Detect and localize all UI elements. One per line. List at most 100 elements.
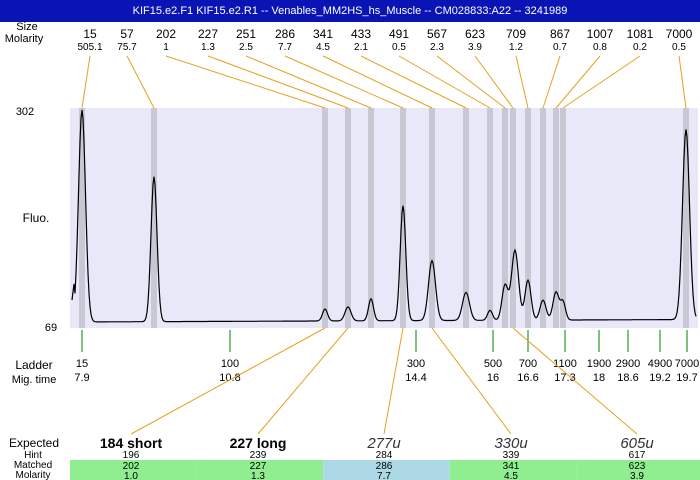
peak-molarity-label: 0.2 — [633, 42, 647, 53]
expected-connector — [512, 327, 638, 435]
ladder-size-label: 1100 — [553, 358, 577, 370]
expected-label: 277u — [366, 435, 401, 452]
peak-connector — [81, 55, 91, 109]
peak-molarity-label: 0.7 — [553, 42, 567, 53]
matched-value: 286 — [376, 461, 393, 472]
peak-molarity-label: 2.3 — [430, 42, 444, 53]
hint-value: 196 — [123, 450, 140, 461]
peak-connector — [207, 55, 349, 109]
peak-size-label: 867 — [550, 27, 570, 41]
peak-band — [151, 108, 157, 328]
peak-molarity-label: 1.2 — [509, 42, 523, 53]
peak-molarity-label: 2.1 — [354, 42, 368, 53]
peak-molarity-label: 505.1 — [77, 42, 102, 53]
ladder-size-label: 100 — [221, 358, 239, 370]
peak-connector — [398, 55, 491, 109]
mig-time-label: 14.4 — [405, 372, 426, 384]
peak-connector — [436, 55, 506, 109]
peak-band — [553, 108, 559, 328]
expected-label: 184 short — [100, 435, 163, 451]
ladder-row-label: Ladder — [15, 358, 52, 372]
peak-size-label: 15 — [83, 27, 97, 41]
expected-label: 605u — [620, 435, 654, 452]
peak-connector — [322, 55, 433, 109]
fluorescence-trace — [71, 109, 697, 323]
fluo-axis-label: Fluo. — [23, 211, 50, 225]
peak-size-label: 227 — [198, 27, 218, 41]
molarity-value: 7.7 — [377, 471, 391, 480]
peak-molarity-label: 75.7 — [117, 42, 137, 53]
peak-size-label: 1007 — [587, 27, 614, 41]
mig-time-label: 16.6 — [517, 372, 538, 384]
peak-connector — [562, 55, 641, 109]
y-tick-label: 69 — [45, 322, 57, 334]
expected-row-label: Expected — [9, 436, 59, 450]
hint-value: 284 — [376, 450, 393, 461]
ladder-size-label: 700 — [519, 358, 537, 370]
mig-time-label: 7.9 — [74, 372, 89, 384]
expected-connector — [431, 327, 512, 435]
peak-size-label: 341 — [313, 27, 333, 41]
peak-molarity-label: 2.5 — [239, 42, 253, 53]
peak-band — [560, 108, 566, 328]
molarity-row-label: Molarity — [5, 33, 44, 45]
peak-connector — [126, 55, 155, 109]
peak-band — [368, 108, 374, 328]
peak-band — [79, 108, 85, 328]
expected-connector — [257, 327, 349, 435]
peak-size-label: 286 — [275, 27, 295, 41]
mig-time-label: 19.2 — [649, 372, 670, 384]
expected-label: 227 long — [230, 435, 287, 451]
mig-time-label: 18 — [593, 372, 605, 384]
peak-band — [322, 108, 328, 328]
matched-cell-bg — [576, 460, 700, 480]
peak-size-label: 491 — [389, 27, 409, 41]
peak-molarity-label: 3.9 — [468, 42, 482, 53]
expected-label: 330u — [494, 435, 528, 452]
peak-molarity-label: 4.5 — [316, 42, 330, 53]
matched-value: 202 — [123, 461, 140, 472]
ladder-size-label: 15 — [76, 358, 88, 370]
matched-value: 341 — [503, 461, 520, 472]
peak-connector — [474, 55, 514, 109]
peak-band — [510, 108, 516, 328]
mig-time-label: 17.3 — [554, 372, 575, 384]
peak-size-label: 251 — [236, 27, 256, 41]
expected-connector — [383, 327, 404, 435]
matched-cell-bg — [196, 460, 324, 480]
peak-size-label: 57 — [120, 27, 134, 41]
peak-band — [463, 108, 469, 328]
peak-size-label: 433 — [351, 27, 371, 41]
ladder-size-label: 7000 — [675, 358, 699, 370]
peak-connector — [678, 55, 687, 109]
peak-molarity-label: 1.3 — [201, 42, 215, 53]
molarity-bottom-row-label: Molarity — [15, 470, 50, 480]
peak-size-label: 709 — [506, 27, 526, 41]
matched-value: 227 — [250, 461, 267, 472]
peak-band — [429, 108, 435, 328]
mig-time-label: 19.7 — [676, 372, 697, 384]
ladder-size-label: 4900 — [648, 358, 672, 370]
peak-band — [525, 108, 531, 328]
peak-size-label: 7000 — [666, 27, 693, 41]
peak-connector — [555, 55, 601, 109]
peak-size-label: 1081 — [627, 27, 654, 41]
molarity-value: 1.3 — [251, 471, 265, 480]
mig-time-label: 18.6 — [617, 372, 638, 384]
peak-molarity-label: 0.5 — [392, 42, 406, 53]
peak-connector — [515, 55, 529, 109]
y-tick-label: 302 — [16, 106, 34, 118]
peak-band — [487, 108, 493, 328]
matched-cell-bg — [449, 460, 577, 480]
matched-cell-bg — [70, 460, 197, 480]
peak-molarity-label: 1 — [163, 42, 169, 53]
peak-molarity-label: 7.7 — [278, 42, 292, 53]
mig-time-label: 16 — [487, 372, 499, 384]
peak-size-label: 623 — [465, 27, 485, 41]
hint-row-label: Hint — [24, 450, 42, 461]
ladder-size-label: 300 — [407, 358, 425, 370]
ladder-size-label: 1900 — [587, 358, 611, 370]
peak-connector — [245, 55, 372, 109]
molarity-value: 4.5 — [504, 471, 518, 480]
